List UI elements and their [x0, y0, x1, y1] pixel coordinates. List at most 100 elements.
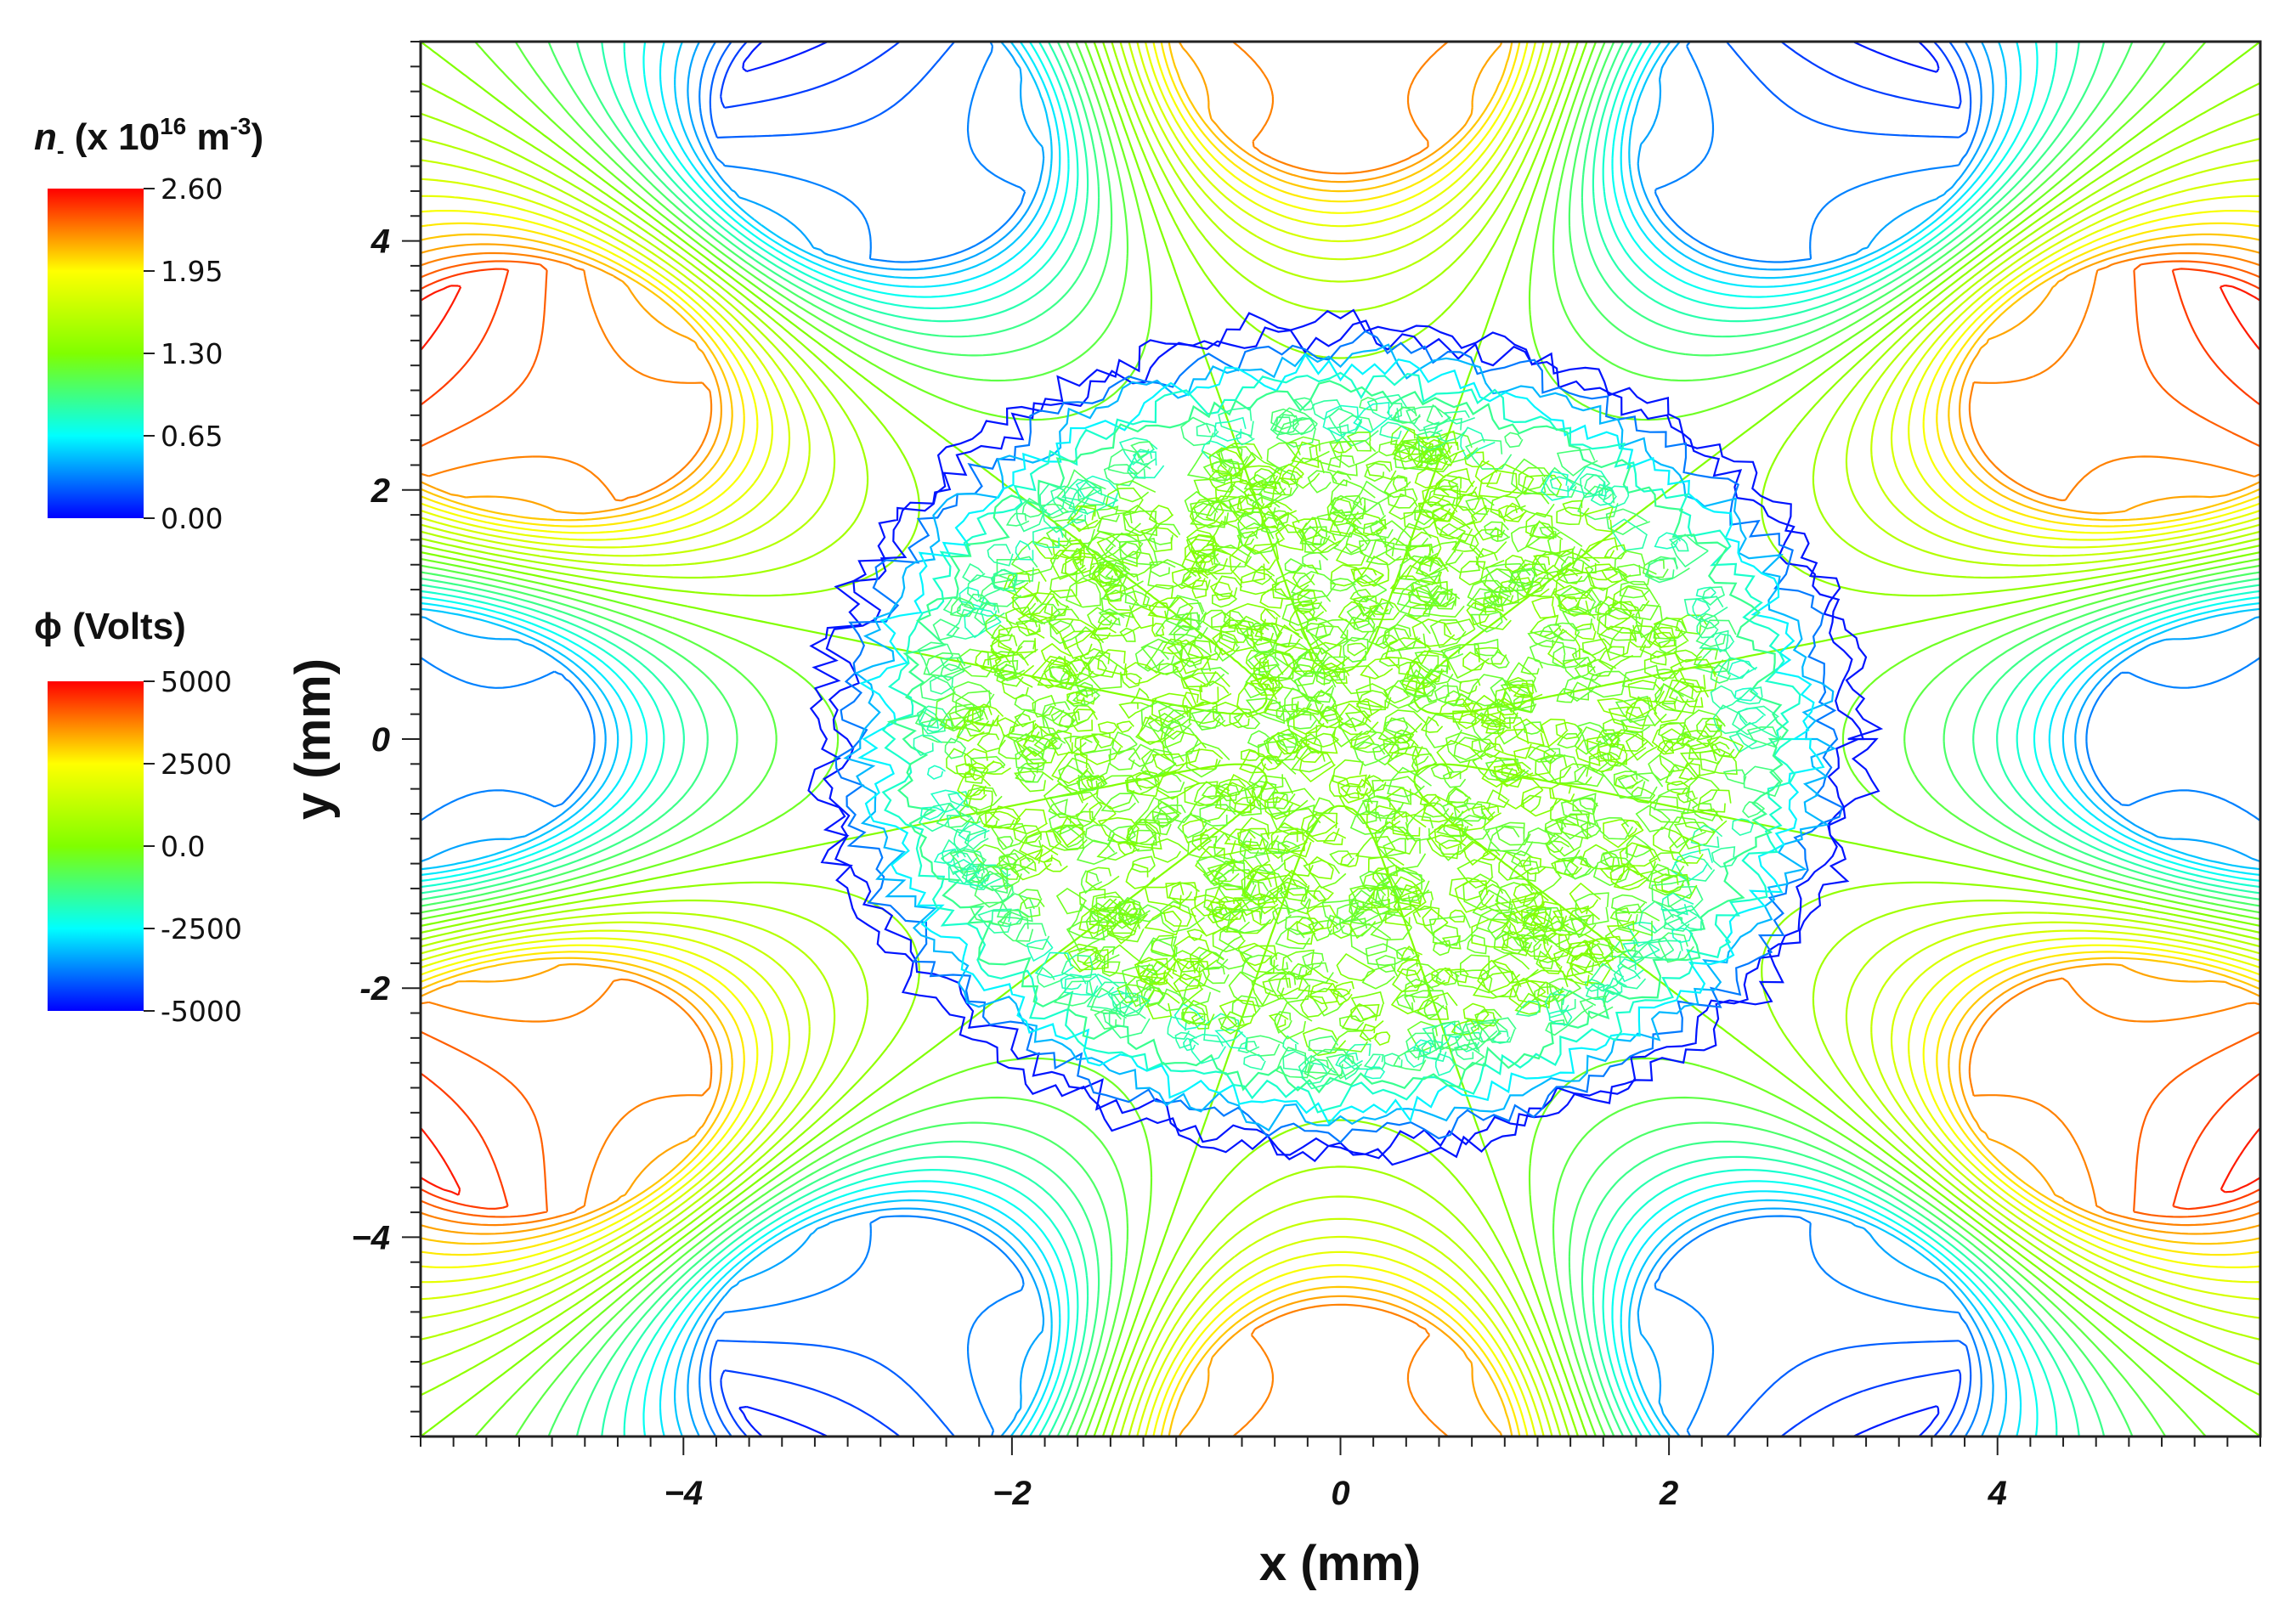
- colorbar-density-title-sup2: -3: [230, 113, 252, 139]
- plasma-density-contour: [1043, 782, 1089, 819]
- plasma-density-contour: [1605, 508, 1650, 536]
- plasma-density-contour: [998, 625, 1045, 654]
- plasma-density-contour: [1466, 601, 1490, 626]
- plasma-density-contour: [1214, 479, 1256, 509]
- plasma-density-contour: [1253, 638, 1275, 654]
- plasma-density-contour: [1246, 1035, 1285, 1057]
- plasma-density-contour: [1108, 1001, 1151, 1039]
- plasma-density-contour: [1019, 830, 1062, 861]
- plasma-density-contour: [1598, 625, 1637, 662]
- plasma-density-contour: [1068, 481, 1119, 515]
- plasma-density-contour: [1554, 813, 1591, 840]
- plasma-density-contour: [1474, 460, 1501, 484]
- plasma-density-contour: [1657, 722, 1686, 741]
- plasma-density-contour: [1213, 416, 1247, 442]
- plasma-density-contour: [1127, 818, 1162, 846]
- plasma-density-contour: [1089, 902, 1111, 923]
- plasma-density-contour: [1422, 487, 1450, 508]
- plasma-density-contour: [1375, 826, 1416, 857]
- plasma-density-contour: [1267, 731, 1304, 766]
- plasma-density-contour: [1089, 627, 1117, 641]
- plasma-density-contour: [1421, 795, 1461, 823]
- plasma-density-contour: [1140, 527, 1179, 553]
- plasma-density-contour: [1484, 758, 1530, 782]
- plasma-density-contour: [1415, 580, 1453, 608]
- potential-contour-line: [421, 42, 2260, 1436]
- plasma-density-contour: [1444, 968, 1469, 984]
- plasma-density-contour: [1649, 650, 1667, 666]
- plasma-density-contour: [1619, 580, 1650, 599]
- plasma-density-contour: [1228, 494, 1261, 518]
- plasma-density-contour: [1387, 488, 1418, 509]
- plasma-density-contour: [1162, 905, 1196, 927]
- plasma-density-contour: [1364, 462, 1391, 483]
- plasma-density-contour: [1474, 1010, 1501, 1027]
- plasma-density-contour: [1329, 439, 1379, 468]
- plasma-density-contour: [1013, 824, 1043, 844]
- plasma-density-contour: [1236, 682, 1278, 719]
- plasma-density-contour: [1367, 886, 1390, 909]
- plasma-density-contour: [1432, 924, 1461, 946]
- plasma-density-contour: [1663, 913, 1690, 932]
- plasma-density-contour: [1305, 617, 1335, 639]
- plasma-density-contour: [1298, 968, 1338, 993]
- plasma-density-contour: [1611, 585, 1650, 612]
- plasma-density-contour: [1275, 1046, 1313, 1079]
- plasma-density-contour: [1271, 579, 1310, 601]
- plasma-density-contour: [1547, 531, 1583, 558]
- plasma-density-contour: [1350, 991, 1385, 1020]
- plasma-density-contour: [1187, 632, 1224, 661]
- plasma-density-contour: [1518, 934, 1547, 953]
- plasma-density-contour: [1734, 687, 1759, 702]
- plasma-density-contour: [1175, 612, 1203, 632]
- plasma-density-contour: [1595, 729, 1620, 748]
- plasma-density-contour: [1244, 543, 1280, 572]
- plasma-density-contour: [1434, 824, 1469, 849]
- plasma-density-contour: [1045, 527, 1072, 547]
- plasma-edge-contour: [857, 353, 1825, 1126]
- plasma-density-contour: [1379, 421, 1410, 439]
- plasma-density-contour: [1260, 754, 1282, 771]
- plasma-density-contour: [1282, 1050, 1315, 1074]
- plasma-density-contour: [1126, 818, 1162, 850]
- plasma-density-contour: [1609, 866, 1648, 889]
- plasma-density-contour: [1374, 601, 1394, 615]
- plasma-density-contour: [1220, 619, 1255, 644]
- plasma-density-contour: [1291, 441, 1320, 469]
- plasma-density-contour: [932, 618, 960, 641]
- plasma-density-contour: [1521, 911, 1552, 929]
- plasma-density-contour: [964, 748, 995, 770]
- plasma-density-contour: [1366, 460, 1397, 481]
- plasma-density-contour: [1140, 701, 1186, 732]
- plasma-density-contour: [1275, 927, 1311, 950]
- plasma-density-contour: [1025, 832, 1043, 849]
- plasma-density-contour: [1185, 534, 1219, 558]
- plasma-density-contour: [1508, 977, 1547, 1009]
- colorbar-potential-gradient: [48, 681, 144, 1011]
- plasma-density-contour: [1107, 913, 1141, 939]
- plasma-density-contour: [1531, 555, 1555, 577]
- plasma-density-contour: [1015, 500, 1051, 533]
- plasma-density-contour: [1071, 545, 1107, 578]
- plasma-density-contour: [1331, 722, 1363, 748]
- plasma-density-contour: [1122, 964, 1158, 997]
- plasma-density-contour: [1629, 624, 1660, 648]
- plasma-density-contour: [1575, 892, 1609, 926]
- plasma-density-contour: [1277, 511, 1308, 533]
- plasma-density-contour: [1236, 615, 1270, 641]
- plasma-density-contour: [1041, 701, 1071, 722]
- plasma-density-contour: [1639, 622, 1689, 658]
- plasma-density-contour: [1306, 1048, 1354, 1077]
- plasma-density-contour: [1087, 536, 1117, 561]
- plasma-density-contour: [985, 810, 1021, 830]
- plasma-density-contour: [1139, 968, 1162, 985]
- plasma-density-contour: [1135, 770, 1162, 789]
- plasma-density-contour: [1400, 945, 1423, 962]
- plasma-density-contour: [1406, 531, 1442, 566]
- plasma-density-contour: [1162, 730, 1207, 767]
- plasma-density-contour: [1608, 706, 1647, 731]
- plasma-density-contour: [1648, 851, 1689, 878]
- plasma-density-contour: [914, 710, 939, 727]
- plasma-density-contour: [1137, 716, 1164, 743]
- plasma-density-contour: [1603, 485, 1630, 509]
